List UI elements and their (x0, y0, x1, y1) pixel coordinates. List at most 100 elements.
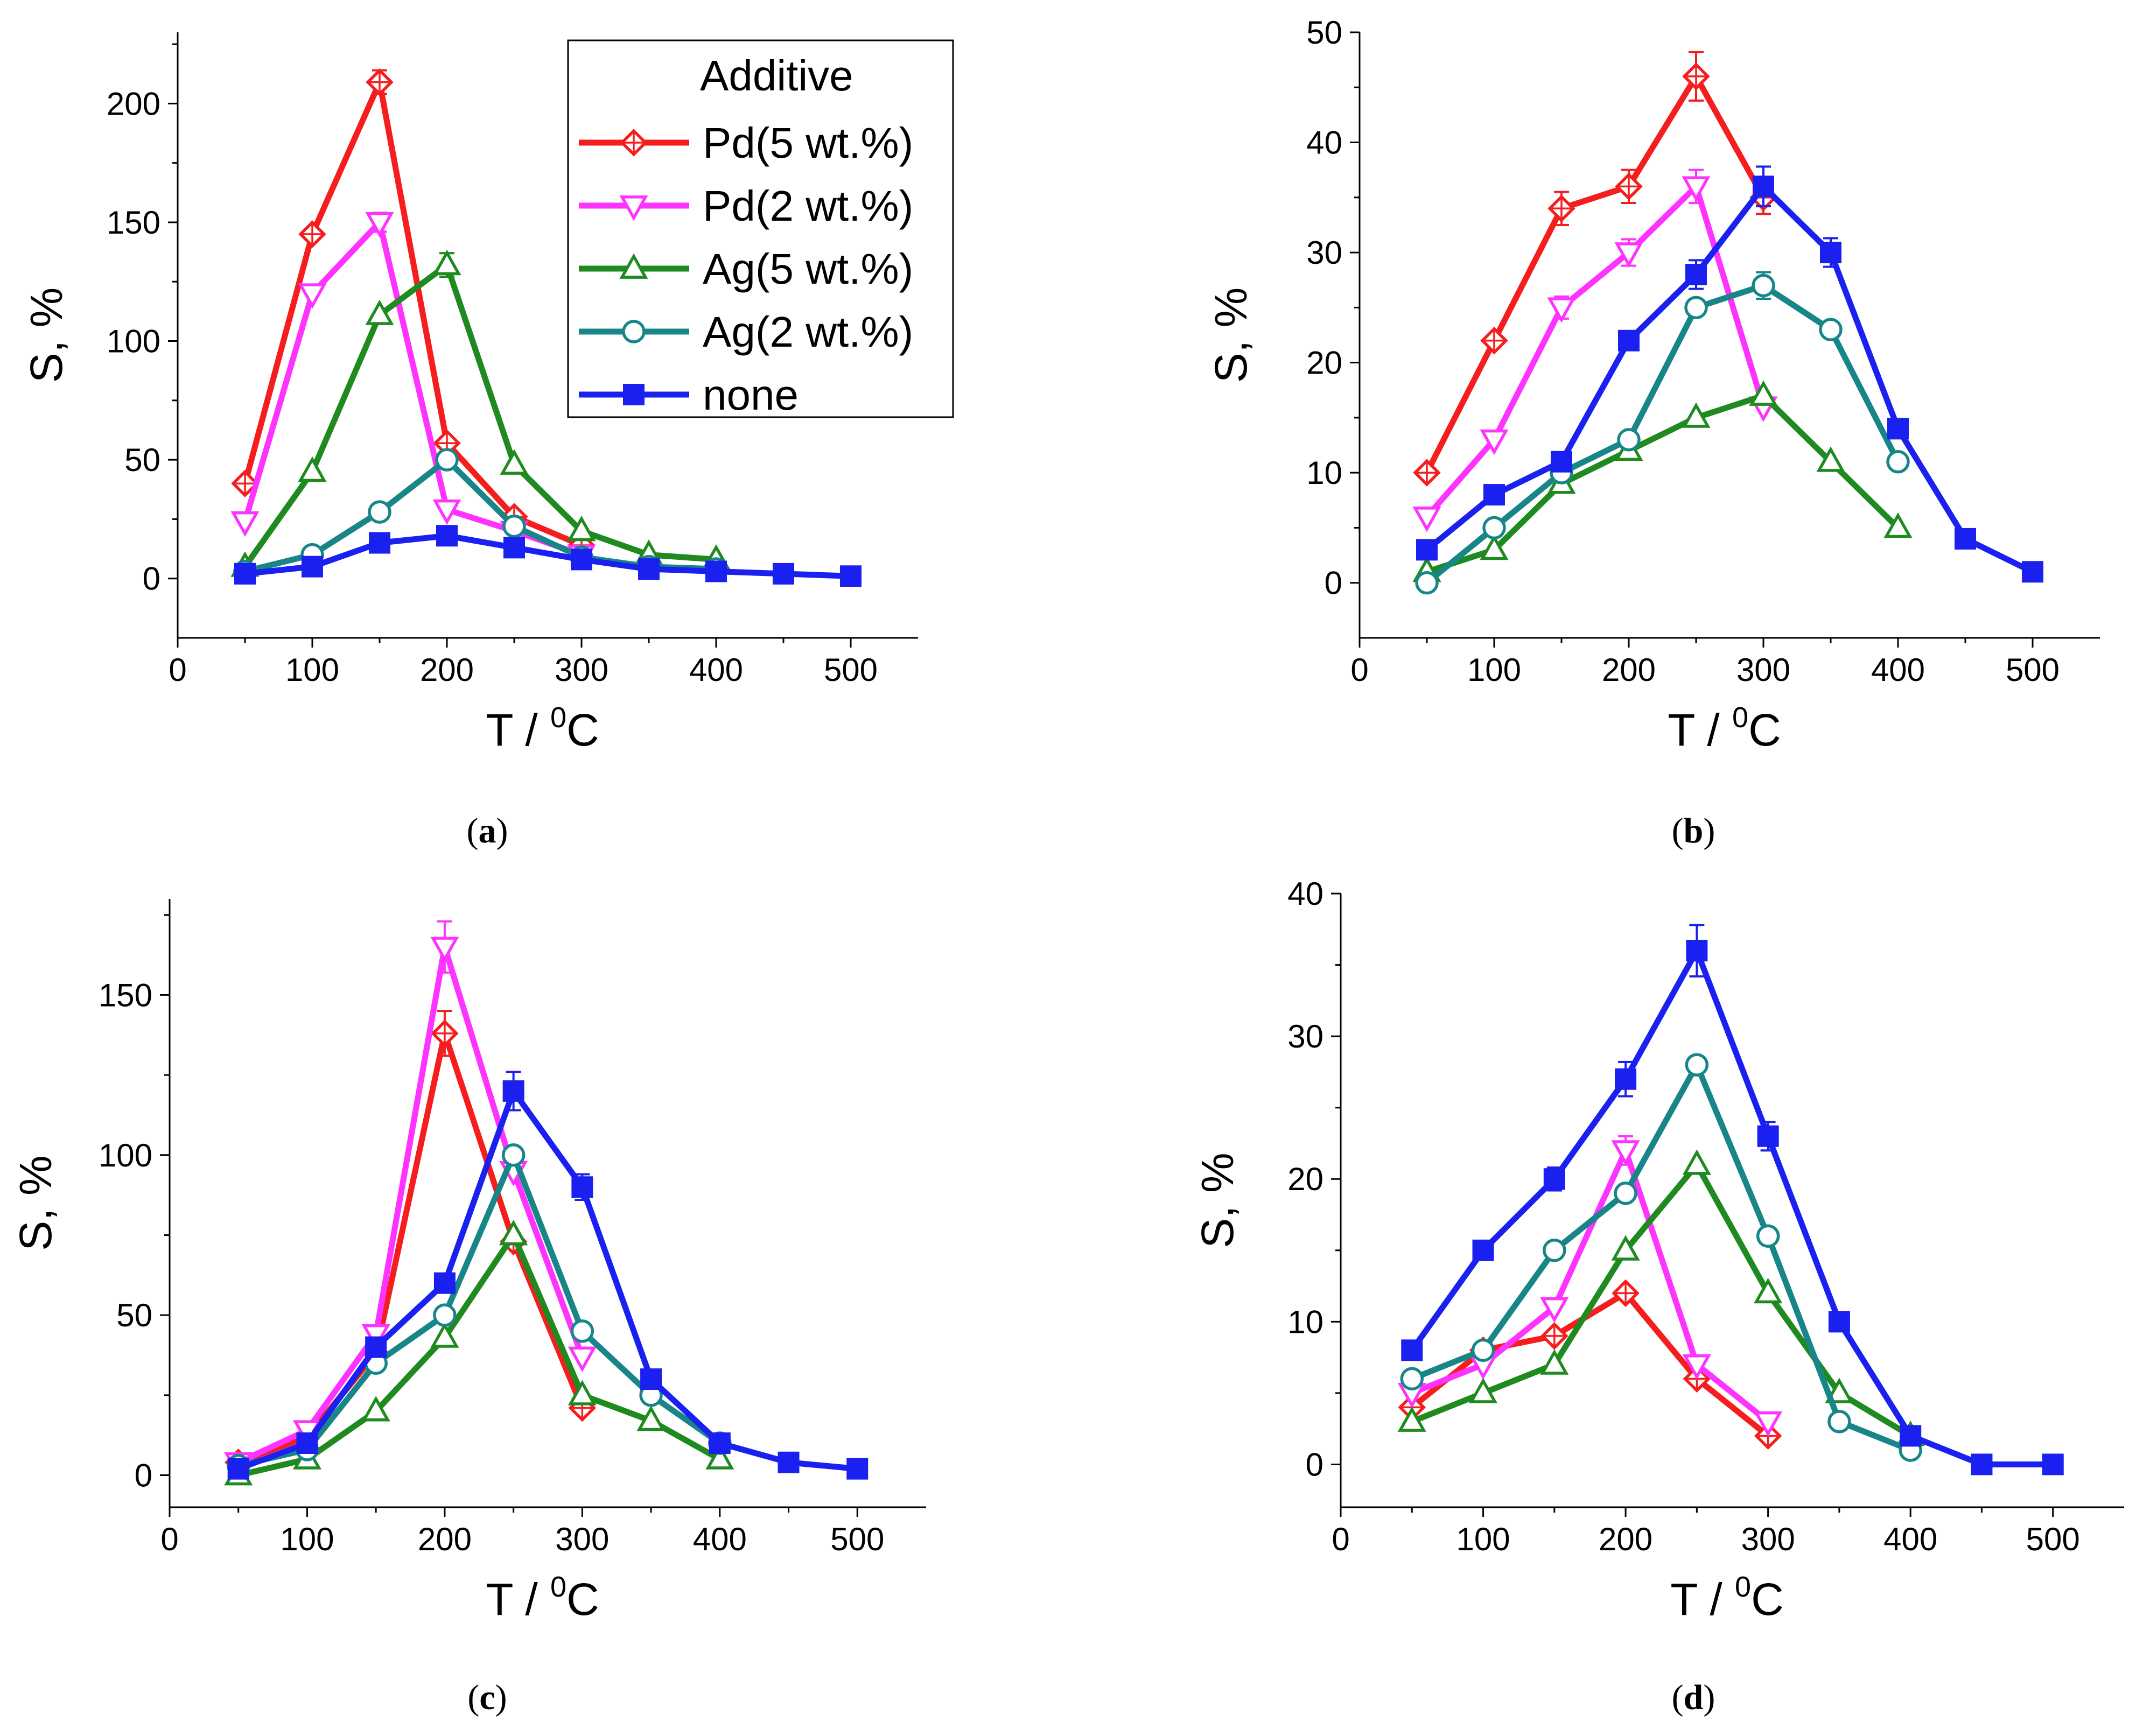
x-axis-label-unit: C (1751, 1574, 1784, 1625)
marker-none (1820, 242, 1841, 264)
series-ag-5-wt (1412, 380, 1913, 582)
series-none (1401, 924, 2064, 1475)
series-line-pd-2-wt (1424, 183, 1767, 519)
x-axis-label: T / 0C (486, 1571, 599, 1625)
marker-ag-2-wt (502, 514, 526, 538)
y-tick-label: 50 (124, 442, 160, 478)
marker-ag-5-wt (1883, 512, 1913, 538)
x-tick-label: 300 (1736, 652, 1790, 688)
series-line-pd-5-wt (1424, 73, 1766, 474)
y-tick-label: 0 (1306, 1446, 1323, 1482)
marker-none (1828, 1311, 1850, 1333)
x-tick-label: 500 (824, 652, 878, 688)
marker-ag-5-wt (567, 516, 596, 542)
marker-none (778, 1451, 800, 1473)
marker-pd-2-wt (298, 283, 327, 309)
marker-ag-5-wt (1749, 380, 1778, 406)
series-line-none (237, 1088, 858, 1472)
series-line-ag-2-wt (1411, 1062, 1912, 1453)
legend: Additive Pd(5 wt.%) Pd(2 wt.%) Ag(5 wt.%) A… (567, 39, 954, 419)
panel-tag-b: (b) (1672, 811, 1715, 851)
marker-ag-5-wt (298, 456, 327, 482)
series-line-ag-5-wt (1411, 1162, 1913, 1439)
y-tick-label: 10 (1306, 455, 1342, 491)
y-tick-label: 30 (1306, 235, 1342, 271)
panel-tag-a: (a) (467, 811, 508, 851)
marker-ag-5-wt (1682, 1149, 1711, 1175)
marker-ag-2-wt (1685, 1053, 1709, 1077)
marker-none (640, 1368, 662, 1390)
series-line-none (1409, 947, 2053, 1467)
marker-none (1401, 1339, 1423, 1361)
y-tick-label: 0 (1325, 565, 1342, 601)
marker-none (302, 556, 323, 578)
x-tick-label: 100 (280, 1521, 334, 1557)
x-tick-label: 300 (555, 1521, 609, 1557)
marker-ag-2-wt (1482, 516, 1506, 540)
marker-ag-5-wt (430, 1322, 459, 1348)
series-line-ag-5-wt (1426, 392, 1900, 575)
y-tick-label: 100 (99, 1137, 152, 1173)
legend-entry-ag-5-wt: Ag(5 wt.%) (579, 245, 913, 293)
marker-none (1472, 1239, 1494, 1261)
marker-ag-2-wt (1684, 296, 1708, 320)
marker-ag-2-wt (433, 1303, 457, 1327)
marker-pd-2-wt (1480, 429, 1509, 455)
marker-none (1685, 264, 1707, 285)
marker-pd-2-wt (1412, 507, 1441, 532)
marker-none (365, 1336, 387, 1358)
marker-ag-2-wt (1400, 1367, 1424, 1391)
marker-ag-2-wt (570, 1319, 594, 1343)
marker-pd-2-wt (1540, 1297, 1569, 1323)
x-tick-label: 500 (2026, 1521, 2080, 1557)
x-axis-label-text: T / (486, 705, 550, 755)
marker-none (1686, 940, 1708, 962)
marker-none (2022, 561, 2043, 583)
series-ag-2-wt (1415, 271, 1910, 595)
x-tick-label: 200 (418, 1521, 472, 1557)
marker-none (1618, 329, 1640, 352)
marker-ag-5-wt (636, 1405, 666, 1431)
panel-tag-letter: c (479, 1678, 495, 1717)
legend-title: Additive (700, 52, 853, 100)
legend-entries: Pd(5 wt.%) Pd(2 wt.%) Ag(5 wt.%) Ag(2 wt.%)… (579, 119, 913, 419)
series-line-pd-2-wt (237, 944, 585, 1465)
x-axis-label-text: T / (486, 1574, 550, 1625)
marker-ag-5-wt (1754, 1277, 1783, 1304)
panel-tag-c: (c) (467, 1678, 507, 1717)
panel-tag-letter: b (1684, 811, 1704, 851)
x-tick-label: 0 (160, 1521, 178, 1557)
marker-none (1483, 484, 1505, 506)
series-line-pd-5-wt (242, 79, 583, 549)
x-axis-label: T / 0C (1670, 1571, 1784, 1625)
y-tick-label: 20 (1306, 345, 1342, 381)
marker-pd-2-wt (568, 1346, 597, 1372)
marker-none (2042, 1453, 2064, 1475)
x-axis-label: T / 0C (1668, 701, 1781, 755)
marker-ag-2-wt (1752, 273, 1775, 298)
marker-none (1551, 451, 1572, 473)
marker-none (705, 560, 727, 582)
y-tick-label: 20 (1287, 1161, 1323, 1197)
marker-ag-2-wt (1614, 1181, 1637, 1205)
marker-none (846, 1458, 869, 1480)
x-axis-label-sup: 0 (1735, 1571, 1751, 1603)
marker-none (234, 563, 256, 585)
marker-ag-2-wt (1415, 571, 1439, 595)
x-tick-label: 200 (1599, 1521, 1652, 1557)
y-axis-label: S, % (10, 1155, 61, 1250)
x-tick-label: 0 (169, 652, 186, 688)
x-axis-label-sup: 0 (550, 701, 566, 734)
panel-tag-d: (d) (1672, 1678, 1715, 1717)
x-axis-label-sup: 0 (550, 1571, 566, 1603)
panel-tag-paren: ) (1703, 1678, 1715, 1717)
marker-ag-5-wt (568, 1380, 597, 1405)
y-tick-label: 50 (1306, 15, 1342, 51)
series-pd-5-wt (1398, 1279, 1782, 1450)
marker-pd-2-wt (1754, 1411, 1783, 1437)
x-tick-label: 500 (830, 1521, 884, 1557)
marker-none (840, 565, 862, 587)
